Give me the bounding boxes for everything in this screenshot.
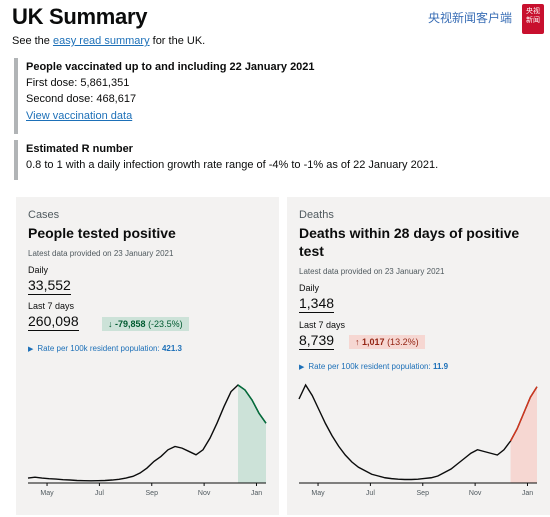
arrow-down-icon: ↓ — [108, 319, 113, 329]
deaths-change-badge: ↑ 1,017 (13.2%) — [349, 335, 425, 349]
intro-text: See the easy read summary for the UK. — [12, 35, 205, 47]
cases-rate-link[interactable]: ▶ Rate per 100k resident population: 421.… — [28, 344, 182, 353]
deaths-title[interactable]: Deaths within 28 days of positive test — [299, 225, 520, 259]
cases-daily-label: Daily — [28, 265, 49, 275]
deaths-rate-link[interactable]: ▶ Rate per 100k resident population: 11.9 — [299, 362, 448, 371]
page-title: UK Summary — [12, 4, 148, 29]
cases-rate-value: 421.3 — [161, 344, 182, 353]
cases-last-7-days-area — [238, 385, 266, 483]
deaths-last-7-days-area — [510, 386, 537, 483]
r-number-heading: Estimated R number — [26, 143, 133, 155]
deaths-tick-label: Nov — [469, 490, 482, 497]
channel-logo: 央视 新闻 — [522, 4, 544, 34]
second-dose-text: Second dose: 468,617 — [26, 93, 137, 105]
arrow-up-icon: ↑ — [355, 337, 360, 347]
cases-tick-label: Jan — [251, 490, 262, 497]
view-vaccination-data-link[interactable]: View vaccination data — [26, 110, 133, 122]
deaths-category: Deaths — [299, 209, 334, 221]
deaths-change-percent: (13.2%) — [387, 337, 419, 347]
easy-read-summary-link[interactable]: easy read summary — [52, 35, 150, 47]
cases-tick-label: Sep — [146, 490, 159, 497]
logo-line-1: 央视 — [526, 7, 540, 15]
cases-tick-label: Nov — [198, 490, 211, 497]
intro-prefix: See the — [12, 35, 53, 47]
r-number-panel: Estimated R number 0.8 to 1 with a daily… — [14, 140, 534, 180]
deaths-week-value: 8,739 — [299, 332, 335, 350]
intro-suffix: for the UK. — [149, 35, 206, 47]
deaths-card[interactable]: Deaths Deaths within 28 days of positive… — [287, 197, 550, 515]
cases-card[interactable]: Cases People tested positive Latest data… — [16, 197, 279, 515]
deaths-daily-value: 1,348 — [299, 295, 335, 313]
triangle-right-icon: ▶ — [28, 346, 34, 353]
deaths-tick-label: Sep — [417, 490, 430, 497]
cases-latest-date: Latest data provided on 23 January 2021 — [28, 249, 174, 258]
cases-category: Cases — [28, 209, 60, 221]
deaths-rate-value: 11.9 — [432, 362, 449, 371]
cases-change-percent: (-23.5%) — [148, 319, 183, 329]
deaths-last-7-days-line — [509, 386, 538, 442]
cases-daily-value: 33,552 — [28, 277, 71, 295]
first-dose-text: First dose: 5,861,351 — [26, 77, 130, 89]
r-number-text: 0.8 to 1 with a daily infection growth r… — [26, 159, 439, 171]
cases-week-value: 260,098 — [28, 313, 79, 331]
vaccination-heading: People vaccinated up to and including 22… — [26, 61, 315, 73]
vaccination-panel: People vaccinated up to and including 22… — [14, 58, 534, 134]
cases-last-7-days-line — [237, 384, 267, 424]
deaths-tick-label: Jan — [522, 490, 533, 497]
deaths-week-label: Last 7 days — [299, 320, 346, 330]
cases-rate-label: Rate per 100k resident population: — [37, 344, 160, 353]
watermark: 央视新闻客户端 — [428, 11, 513, 25]
deaths-change-value: 1,017 — [362, 337, 385, 347]
cases-change-value: -79,858 — [115, 319, 146, 329]
deaths-tick-label: May — [311, 490, 325, 497]
deaths-trend-line — [298, 383, 538, 481]
deaths-latest-date: Latest data provided on 23 January 2021 — [299, 267, 445, 276]
cases-change-badge: ↓ -79,858 (-23.5%) — [102, 317, 189, 331]
deaths-trend-chart: May Jul Sep Nov Jan — [298, 383, 538, 497]
cases-tick-label: May — [40, 490, 54, 497]
logo-line-2: 新闻 — [526, 16, 540, 24]
deaths-tick-label: Jul — [366, 490, 375, 497]
deaths-rate-label: Rate per 100k resident population: — [308, 362, 431, 371]
triangle-right-icon: ▶ — [299, 364, 305, 371]
cases-trend-chart: May Jul Sep Nov Jan — [27, 384, 267, 497]
cases-week-label: Last 7 days — [28, 301, 75, 311]
cases-tick-label: Jul — [95, 490, 104, 497]
cases-trend-line — [27, 384, 267, 482]
deaths-daily-label: Daily — [299, 283, 320, 293]
cases-title[interactable]: People tested positive — [28, 225, 176, 241]
